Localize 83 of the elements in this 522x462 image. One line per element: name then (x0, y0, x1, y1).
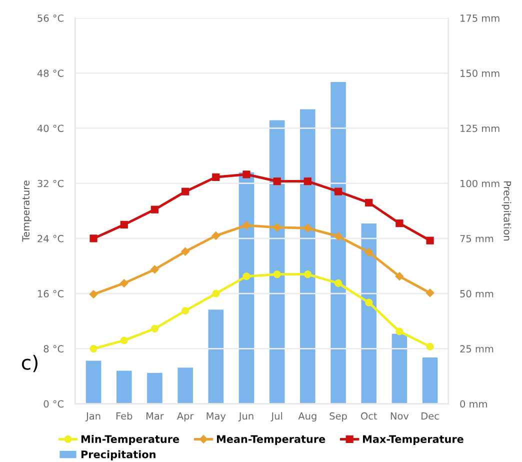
x-tick-label: Nov (390, 412, 409, 420)
x-tick-label: Oct (360, 412, 378, 420)
bar (300, 109, 316, 404)
point (273, 270, 281, 278)
y-tick-label: 32 °C (38, 180, 64, 188)
point (304, 224, 312, 232)
bar (392, 334, 408, 404)
y-tick-label: 0 °C (44, 400, 64, 408)
point (304, 270, 312, 278)
bar (147, 372, 162, 404)
x-tick-label: Apr (176, 412, 194, 422)
y2-axis-title: Precipitation (502, 181, 512, 240)
point (304, 177, 312, 186)
point (120, 220, 128, 228)
y2-tick-label: 75 mm (460, 235, 494, 242)
x-tick-label: Jan (86, 412, 100, 422)
x-tick-label: May (206, 412, 226, 422)
point (90, 234, 98, 242)
point (396, 328, 404, 336)
point (396, 219, 404, 228)
point (120, 279, 128, 288)
y2-tick-label: 100 mm (460, 180, 500, 188)
y-axis-title: Temperature (22, 180, 32, 242)
bar (208, 310, 224, 404)
bar (361, 223, 377, 404)
point (150, 324, 159, 333)
point (426, 288, 434, 298)
legend-label: Min-Temperature (81, 434, 180, 446)
y-tick-label: 16 °C (38, 290, 64, 298)
point (365, 298, 373, 306)
point (242, 221, 251, 230)
bar (330, 82, 346, 404)
point (334, 279, 342, 288)
point (120, 336, 128, 344)
point (273, 177, 281, 186)
text: c) (22, 354, 38, 372)
y2-tick-label: 50 mm (460, 290, 494, 298)
y2-tick-label: 125 mm (460, 124, 500, 132)
y-tick-label: 56 °C (38, 14, 64, 22)
x-tick-label: Jun (238, 412, 254, 422)
point (150, 206, 159, 214)
bar (238, 172, 254, 404)
y-tick-label: 40 °C (37, 124, 64, 132)
x-tick-label: Dec (422, 412, 439, 420)
point (212, 290, 220, 298)
x-tick-label: Jul (270, 412, 282, 422)
point (364, 248, 373, 256)
x-tick-label: Aug (298, 412, 316, 422)
bar (422, 357, 438, 404)
bar (116, 370, 132, 404)
point (334, 188, 342, 196)
point (181, 188, 190, 196)
y2-tick-label: 150 mm (460, 70, 500, 77)
y2-tick-label: 25 mm (460, 345, 494, 353)
legend-label: Precipitation (81, 450, 156, 460)
y2-tick-label: 175 mm (460, 14, 500, 22)
point (89, 290, 98, 298)
bar (178, 368, 193, 404)
point (181, 306, 190, 315)
point (150, 265, 159, 274)
y-tick-label: 8 °C (44, 345, 64, 353)
point (365, 198, 373, 206)
point (272, 223, 282, 232)
point (426, 236, 434, 244)
point (181, 247, 190, 256)
y2-tick-label: 0 mm (460, 400, 487, 408)
x-tick-label: Feb (116, 412, 132, 420)
y-tick-label: 48 °C (37, 70, 64, 77)
point (334, 232, 342, 241)
point (212, 232, 220, 240)
point (426, 342, 434, 350)
point (242, 170, 250, 178)
bar (86, 360, 102, 404)
bar (269, 120, 285, 404)
point (242, 272, 250, 280)
point (212, 173, 220, 181)
legend-label: Max-Temperature (363, 435, 464, 446)
point (90, 344, 98, 352)
x-tick-label: Sep (330, 412, 347, 422)
point (395, 272, 404, 280)
y-tick-label: 24 °C (38, 234, 64, 242)
x-tick-label: Mar (146, 412, 164, 420)
legend-label: Mean-Temperature (216, 435, 326, 446)
